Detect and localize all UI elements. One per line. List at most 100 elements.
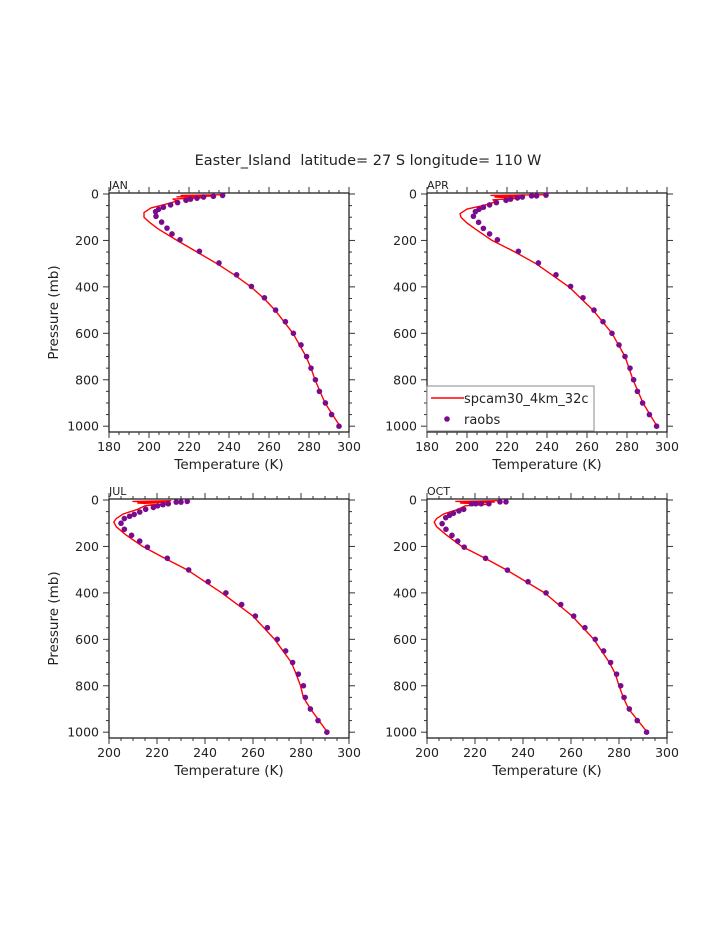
y-tick-label: 1000 [67,419,99,434]
obs-data-point [613,671,620,677]
y-tick-label: 800 [75,678,99,693]
obs-data-point [616,342,622,348]
obs-data-point [300,682,307,689]
x-tick-label: 200 [455,439,479,454]
y-axis-label: Pressure (mb) [46,265,62,359]
x-tick-label: 300 [337,439,361,454]
obs-data-point [519,194,526,200]
obs-data-point [121,526,128,533]
x-tick-label: 240 [193,745,217,760]
obs-data-point [295,671,302,677]
x-axis-label: Temperature (K) [173,763,283,779]
legend-obs-label: raobs [464,413,501,428]
obs-data-point [454,538,461,544]
obs-data-point [196,248,203,255]
x-tick-label: 260 [559,745,583,760]
y-tick-label: 400 [393,279,417,294]
obs-data-point [174,199,181,206]
x-tick-label: 200 [415,745,439,760]
panel-jul: 200 220 240 260 280 300 0 200 400 600 800 1000 JUL Te… [46,485,361,779]
obs-data-point [219,192,226,199]
obs-data-point [480,204,487,211]
obs-data-point [261,294,268,301]
obs-data-point [185,567,192,573]
y-tick-label: 400 [393,585,417,600]
obs-data-point [160,501,166,508]
obs-data-point [194,195,200,201]
y-tick-label: 0 [409,187,417,202]
obs-data-point [302,694,309,701]
obs-data-point [470,213,477,220]
x-tick-label: 220 [463,745,487,760]
obs-data-point [460,506,467,513]
panel-label: OCT [427,485,450,498]
obs-data-point [504,567,511,573]
obs-data-point [312,376,319,383]
y-tick-label: 0 [91,187,99,202]
obs-data-point [264,624,271,631]
legend-obs-marker [444,416,450,422]
obs-data-point [328,411,335,418]
obs-data-point [183,197,189,204]
obs-data-point [456,508,462,514]
x-tick-label: 300 [655,745,679,760]
obs-data-point [449,532,455,539]
panel-label: APR [427,179,449,192]
obs-data-point [646,411,653,418]
x-tick-label: 200 [97,745,121,760]
obs-data-point [461,544,468,550]
obs-data-point [165,500,172,507]
obs-data-point [582,624,588,631]
x-tick-label: 300 [655,439,679,454]
obs-data-point [468,500,475,507]
obs-data-point [503,499,509,505]
obs-data-point [272,307,279,313]
obs-data-point [525,578,531,585]
model-series-line [143,194,341,427]
model-series-line [433,500,648,733]
obs-data-point [298,342,304,348]
obs-data-point [600,648,607,654]
y-tick-label: 1000 [67,725,99,740]
y-tick-label: 600 [75,326,99,341]
x-axis-label: Temperature (K) [491,457,601,473]
plot-frame [426,498,668,739]
obs-data-point [252,613,259,619]
obs-data-point [316,388,323,395]
panel-oct: 200 220 240 260 280 300 0 200 400 600 800 1000 OCT Te… [385,485,679,779]
x-tick-label: 260 [575,439,599,454]
obs-data-point [627,365,633,371]
y-tick-label: 200 [393,539,417,554]
y-tick-label: 1000 [385,725,417,740]
obs-data-point [543,192,549,198]
obs-data-point [154,503,161,509]
obs-data-point [153,213,159,220]
obs-data-point [494,236,501,243]
obs-data-point [282,318,289,325]
obs-data-point [472,500,479,507]
obs-data-point [290,330,297,337]
obs-data-point [164,225,170,231]
x-axis-label: Temperature (K) [491,763,601,779]
panel-label: JUL [108,485,127,498]
y-tick-label: 400 [75,585,99,600]
obs-data-point [580,294,586,301]
y-tick-label: 800 [393,678,417,693]
y-tick-label: 600 [75,632,99,647]
obs-data-point [515,248,522,255]
plot-frame [108,498,350,739]
obs-data-point [600,318,606,325]
obs-data-point [553,272,559,278]
obs-data-point [126,513,133,520]
obs-data-point [442,514,449,521]
x-tick-label: 220 [145,745,169,760]
obs-data-point [167,202,174,208]
chart-title: Easter_Island latitude= 27 S longitude= … [195,153,542,169]
y-tick-label: 400 [75,279,99,294]
obs-data-point [315,717,321,724]
panel-label: JAN [108,179,128,192]
obs-data-point [482,555,489,562]
y-tick-label: 200 [75,539,99,554]
x-tick-label: 240 [535,439,559,454]
